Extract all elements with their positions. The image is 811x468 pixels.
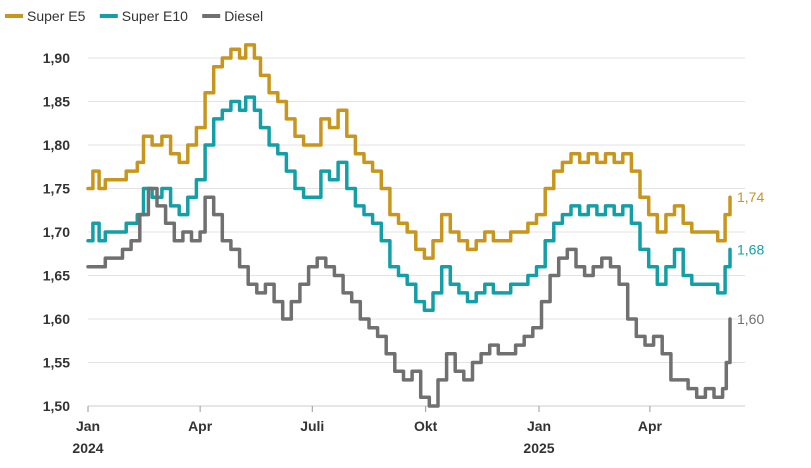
series-line-2 — [86, 186, 732, 408]
legend-label-2: Diesel — [224, 8, 263, 24]
legend-label-0: Super E5 — [27, 8, 86, 24]
series-line-0 — [86, 43, 732, 260]
series-lines — [86, 43, 732, 408]
y-tick-label-1: 1,55 — [43, 355, 70, 371]
x-tick-label-5: Apr — [638, 418, 663, 434]
end-label-2: 1,60 — [737, 311, 764, 327]
y-tick-label-2: 1,60 — [43, 311, 70, 327]
x-tick-label-0: Jan — [76, 418, 100, 434]
y-axis: 1,50 1,55 1,60 1,65 1,70 1,75 1,80 1,85 1,90 — [43, 50, 70, 414]
legend-label-1: Super E10 — [122, 8, 188, 24]
x-tick-label-4: Jan — [527, 418, 551, 434]
x-axis: Jan 2024 Apr Juli Okt Jan 2025 Apr — [72, 406, 663, 456]
y-tick-label-4: 1,70 — [43, 224, 70, 240]
legend-swatch-1 — [99, 14, 118, 18]
y-tick-label-8: 1,90 — [43, 50, 70, 66]
legend-swatch-0 — [5, 14, 23, 18]
x-tick-year-0: 2024 — [72, 440, 103, 456]
series-line-1 — [86, 95, 732, 313]
end-label-0: 1,74 — [737, 189, 764, 205]
y-tick-label-6: 1,80 — [43, 137, 70, 153]
y-tick-label-5: 1,75 — [43, 181, 70, 197]
end-label-1: 1,68 — [737, 241, 764, 257]
y-tick-label-7: 1,85 — [43, 94, 70, 110]
end-labels: 1,74 1,68 1,60 — [737, 189, 764, 327]
y-tick-label-0: 1,50 — [43, 398, 70, 414]
legend-swatch-2 — [202, 14, 221, 18]
x-tick-year-4: 2025 — [523, 440, 554, 456]
x-tick-label-1: Apr — [188, 418, 213, 434]
y-tick-label-3: 1,65 — [43, 268, 70, 284]
x-tick-label-2: Juli — [300, 418, 324, 434]
x-tick-label-3: Okt — [414, 418, 438, 434]
chart-legend: Super E5 Super E10 Diesel — [5, 8, 263, 24]
